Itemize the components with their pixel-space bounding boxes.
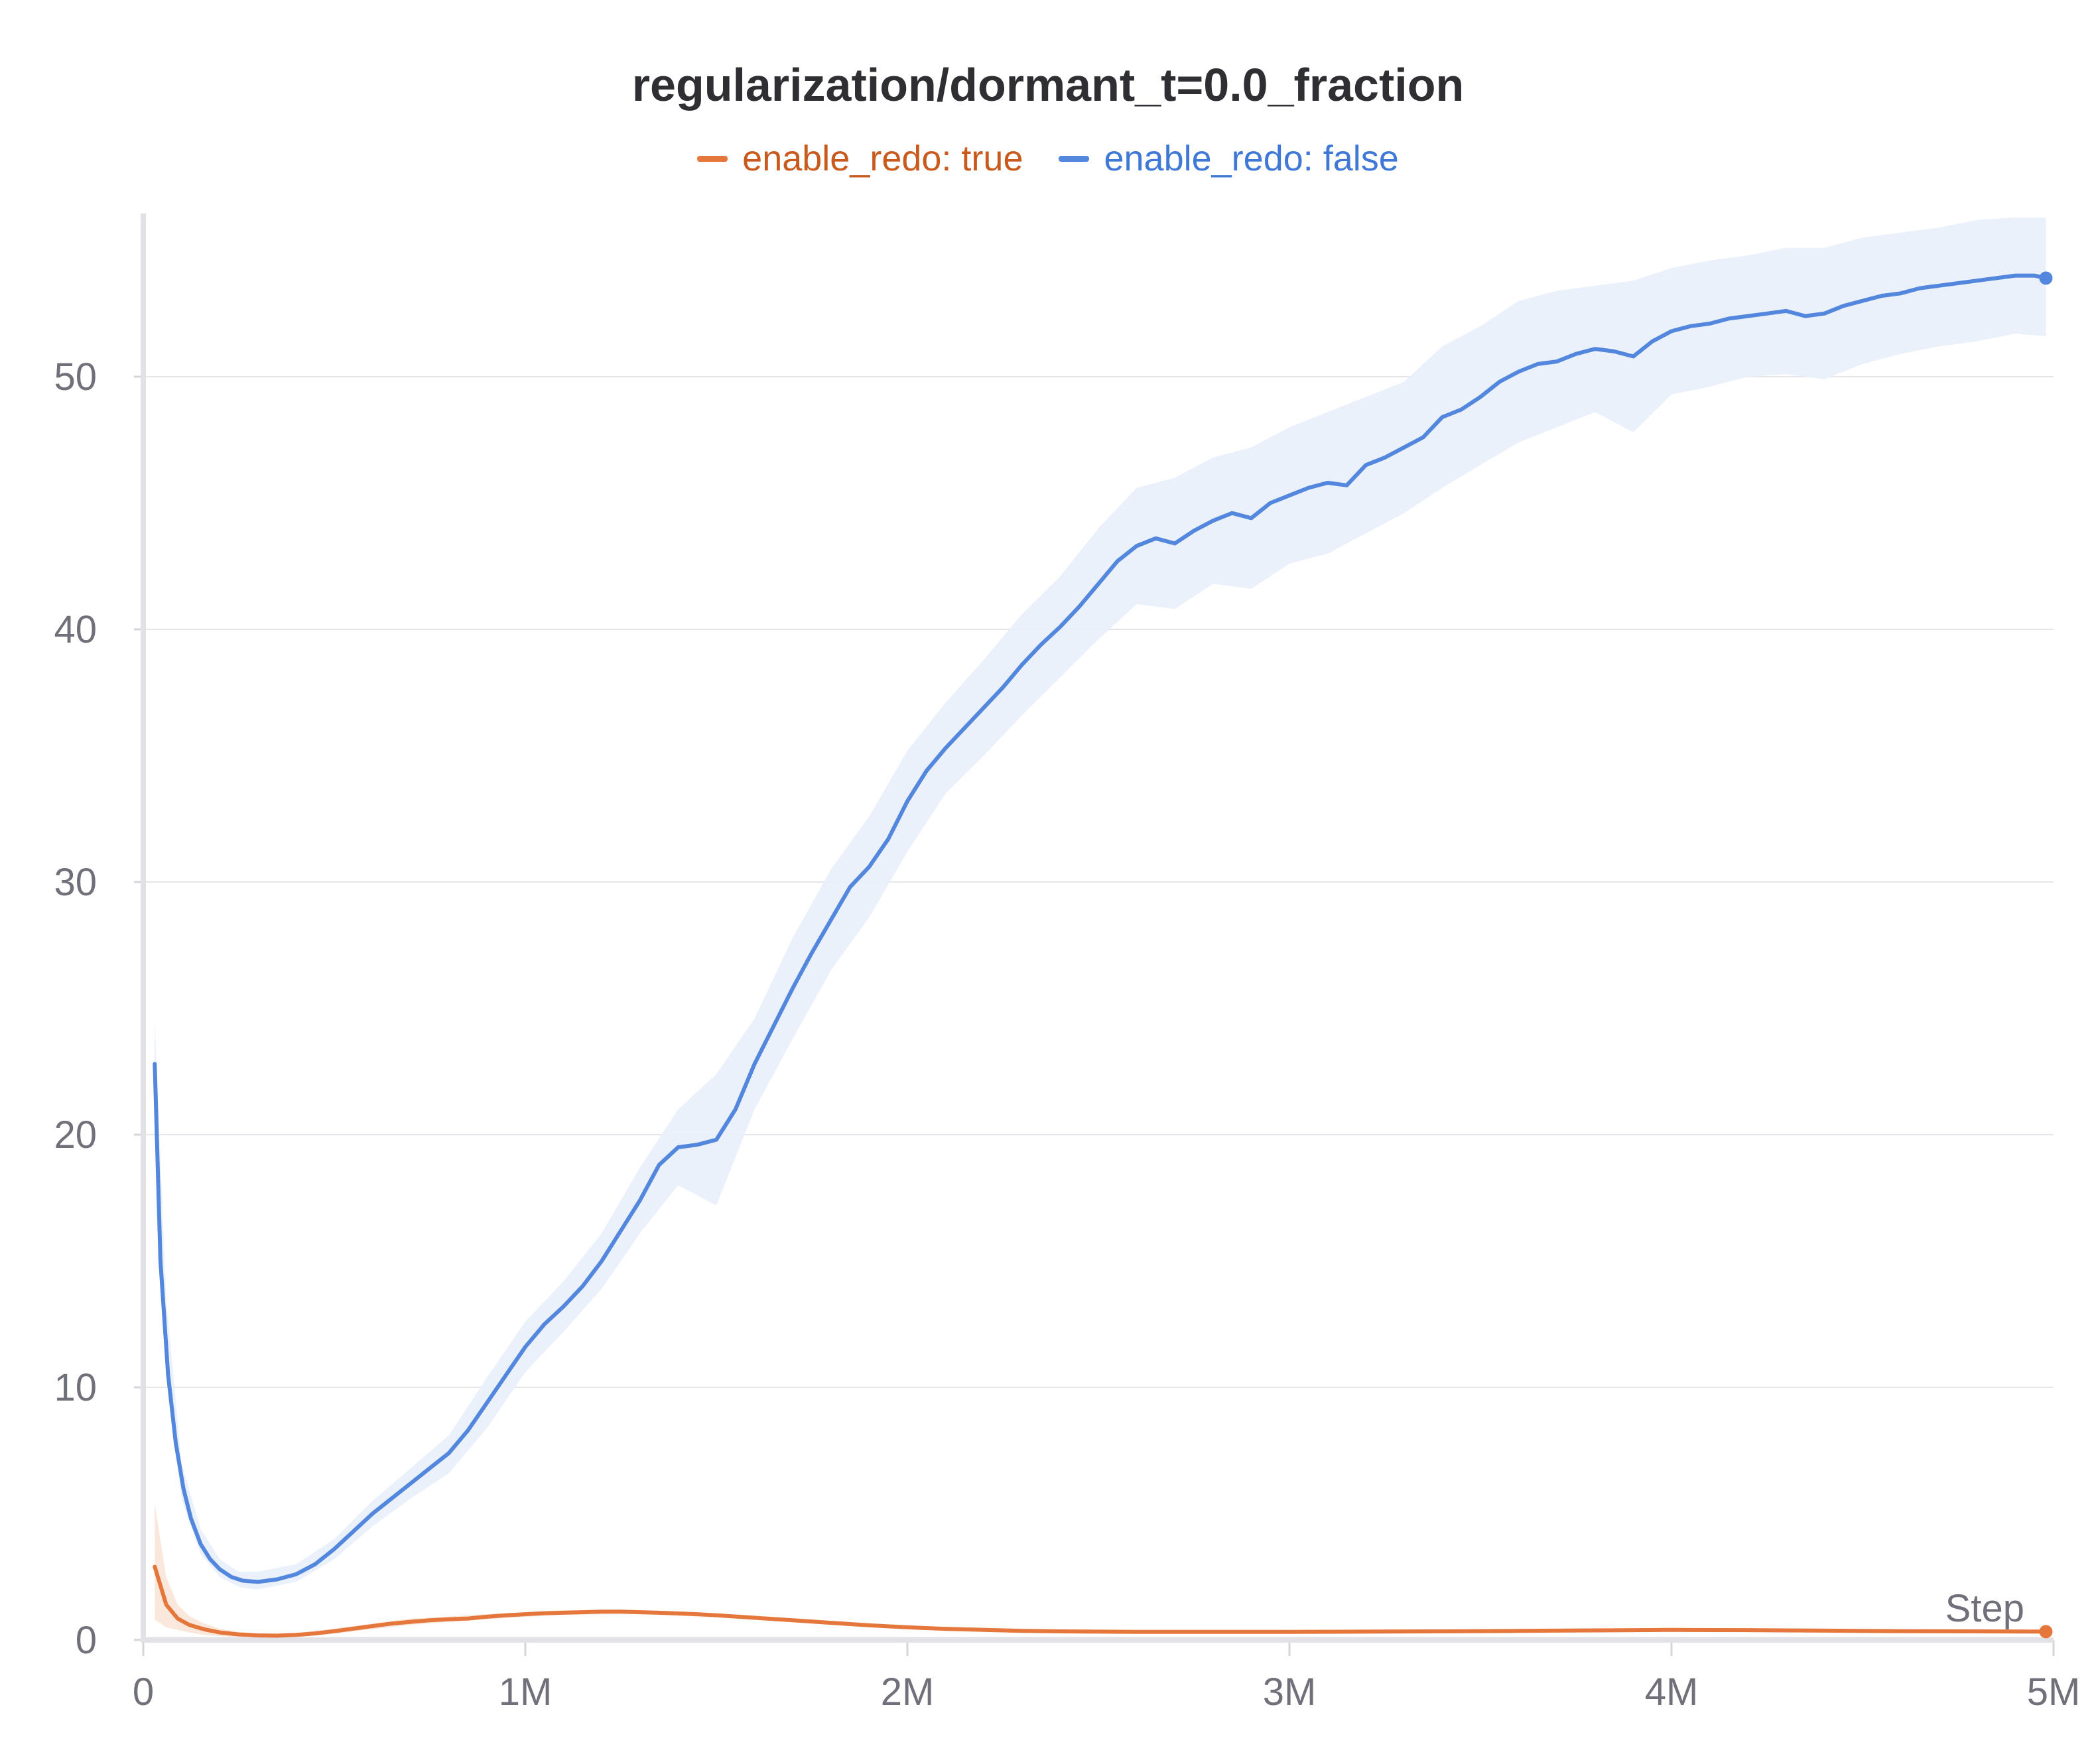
y-tick-label: 10: [54, 1366, 97, 1409]
legend-item-redo-true[interactable]: enable_redo: true: [697, 138, 1023, 179]
series-line-redo-false: [153, 273, 2048, 1584]
legend-label-redo-true: enable_redo: true: [742, 139, 1023, 178]
legend-label-redo-false: enable_redo: false: [1104, 139, 1399, 178]
legend-item-redo-false[interactable]: enable_redo: false: [1059, 138, 1399, 179]
series-end-point-redo-true: [2039, 1625, 2053, 1639]
series-lines: [153, 271, 2053, 1639]
band-redo-false: [155, 218, 2046, 1590]
chart-legend: enable_redo: true enable_redo: false: [0, 138, 2096, 179]
x-tick-label: 0: [133, 1670, 154, 1714]
y-tick-label: 20: [54, 1113, 97, 1157]
y-tick-label: 30: [54, 861, 97, 904]
y-tick-label: 50: [54, 355, 97, 399]
y-tick-label: 0: [76, 1619, 97, 1662]
x-tick-label: 3M: [1263, 1670, 1317, 1714]
band-redo-true: [155, 1503, 2046, 1638]
legend-swatch-redo-true: [697, 155, 728, 162]
chart-title: regularization/dormant_t=0.0_fraction: [631, 59, 1465, 111]
tick-labels: 0 10 20 30 40 50 0 1M 2M 3M 4M 5M: [54, 355, 2080, 1714]
x-tick-label: 1M: [499, 1670, 553, 1714]
series-line-redo-true: [153, 1564, 2048, 1638]
x-tick-label: 2M: [881, 1670, 935, 1714]
x-axis-title: Step: [1945, 1587, 2024, 1630]
y-tick-label: 40: [54, 608, 97, 651]
axes: [134, 214, 2055, 1656]
x-tick-label: 5M: [2027, 1670, 2081, 1714]
x-tick-label: 4M: [1645, 1670, 1699, 1714]
confidence-bands: [155, 218, 2046, 1638]
legend-swatch-redo-false: [1059, 155, 1090, 162]
series-end-point-redo-false: [2039, 271, 2053, 285]
